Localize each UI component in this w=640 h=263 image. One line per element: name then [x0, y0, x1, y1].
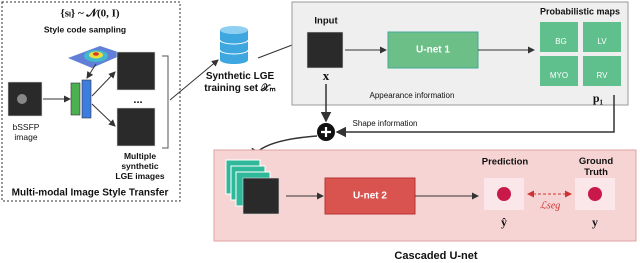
arrow [91, 71, 116, 97]
formula: {sₗ} ~ 𝒩(0, I) [60, 8, 119, 20]
sampling-label: Style code sampling [44, 24, 126, 34]
plus [321, 127, 331, 137]
ground-truth-label: Ground Truth [579, 156, 613, 178]
arrow [86, 63, 97, 79]
loss-label: ℒseg [540, 200, 561, 211]
decoder [81, 79, 92, 119]
map-label: LV [597, 37, 607, 46]
unet2-label: U-net 2 [353, 191, 387, 202]
shape-label: Shape information [353, 119, 418, 128]
map [583, 22, 621, 52]
arrow [335, 95, 615, 138]
map [540, 22, 578, 52]
caption: Cascaded U-net [394, 250, 477, 262]
arrow [169, 59, 219, 101]
gaussian-icon [68, 46, 124, 68]
input-image [306, 31, 344, 69]
input-label: Input [314, 16, 338, 27]
segmentation [497, 187, 511, 201]
style-transfer-panel [1, 1, 181, 202]
map [540, 56, 578, 86]
dataset-label: Synthetic LGE training set 𝒳ₘ [204, 71, 276, 94]
heart [17, 94, 27, 104]
map-label: BG [555, 37, 567, 46]
database-icon [219, 26, 249, 64]
input-image [242, 177, 280, 215]
arrow [91, 103, 116, 127]
input-label: bSSFP image [13, 122, 40, 142]
maps-title: Probabilistic maps [540, 6, 620, 16]
ellipsis: ... [133, 94, 142, 106]
prediction-label: Prediction [482, 157, 529, 168]
maps-symbol: p₁ [593, 91, 604, 105]
segmentation [588, 187, 602, 201]
unet1-label: U-net 1 [416, 45, 450, 56]
synthetic-image [116, 107, 156, 147]
bracket [162, 55, 169, 149]
input-symbol: x [323, 68, 330, 83]
synthetic-image [116, 51, 156, 91]
encoder [70, 82, 81, 116]
map-label: MYO [550, 71, 568, 80]
unet2 [324, 177, 416, 215]
appearance-label: Appearance information [370, 91, 455, 100]
output-label: Multiple synthetic LGE images [115, 151, 164, 181]
panel-title: Multi-modal Image Style Transfer [12, 188, 169, 199]
map-label: RV [597, 71, 609, 80]
prediction-symbol: ŷ [501, 215, 507, 229]
unet1 [387, 31, 479, 69]
ground-truth-symbol: y [592, 215, 598, 229]
map [583, 56, 621, 86]
